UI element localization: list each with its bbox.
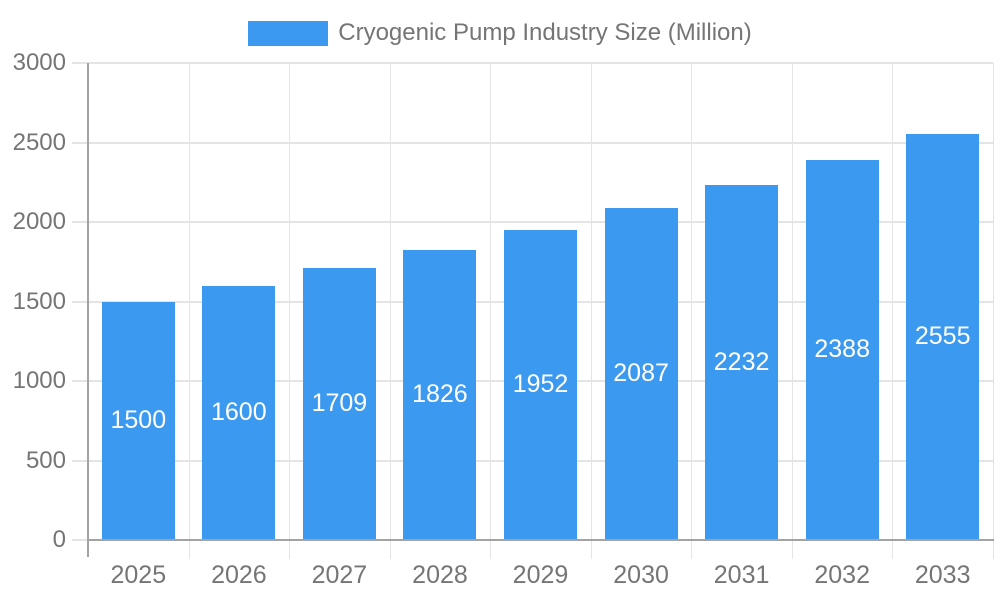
vertical-gridline — [792, 63, 793, 559]
x-axis-label: 2027 — [311, 561, 368, 589]
bar[interactable]: 2232 — [705, 185, 779, 539]
bar-value-label: 2555 — [914, 321, 971, 350]
bar-value-label: 2232 — [713, 347, 770, 376]
x-axis-label: 2033 — [914, 561, 971, 589]
x-axis-line — [87, 539, 994, 541]
x-axis-label: 2028 — [412, 561, 468, 589]
legend: Cryogenic Pump Industry Size (Million) — [0, 19, 1000, 47]
vertical-gridline — [390, 63, 391, 559]
horizontal-gridline — [72, 221, 993, 223]
x-axis-label: 2032 — [814, 561, 870, 589]
bar[interactable]: 2388 — [805, 160, 879, 539]
x-axis-label: 2031 — [713, 561, 770, 589]
bar-value-label: 2388 — [814, 335, 870, 364]
y-axis-line — [87, 63, 89, 557]
bar-value-label: 1952 — [512, 369, 569, 398]
y-axis-tick-label: 3000 — [12, 49, 66, 76]
bar-value-label: 1600 — [210, 397, 267, 426]
bar[interactable]: 2087 — [604, 208, 678, 539]
vertical-gridline — [691, 63, 692, 559]
horizontal-gridline — [72, 142, 993, 144]
bar[interactable]: 1826 — [403, 249, 477, 539]
horizontal-gridline — [72, 62, 993, 64]
legend-label: Cryogenic Pump Industry Size (Million) — [338, 19, 752, 46]
y-axis-tick-label: 0 — [52, 526, 66, 553]
bar[interactable]: 1952 — [504, 229, 577, 539]
y-axis-tick-label: 1500 — [12, 288, 66, 315]
y-axis-tick-label: 500 — [25, 447, 66, 474]
bar-value-label: 2087 — [613, 359, 669, 388]
y-axis-tick-label: 2500 — [12, 129, 66, 156]
y-axis-tick-label: 2000 — [12, 208, 66, 235]
bar-value-label: 1826 — [412, 379, 468, 408]
legend-swatch — [248, 20, 329, 46]
vertical-gridline — [591, 63, 592, 559]
vertical-gridline — [189, 63, 190, 559]
vertical-gridline — [289, 63, 290, 559]
x-axis-label: 2030 — [613, 561, 669, 589]
x-axis-label: 2025 — [110, 561, 167, 589]
x-axis-label: 2029 — [512, 561, 569, 589]
vertical-gridline — [892, 63, 893, 559]
bar[interactable]: 1500 — [101, 301, 175, 539]
vertical-gridline — [993, 63, 994, 559]
bar-value-label: 1709 — [311, 389, 368, 418]
vertical-gridline — [490, 63, 491, 559]
bar[interactable]: 1709 — [302, 268, 376, 539]
bar-value-label: 1500 — [110, 405, 167, 434]
bar[interactable]: 2555 — [906, 133, 980, 539]
y-axis-tick-label: 1000 — [12, 367, 66, 394]
x-axis-label: 2026 — [211, 561, 267, 589]
bar[interactable]: 1600 — [202, 285, 276, 539]
